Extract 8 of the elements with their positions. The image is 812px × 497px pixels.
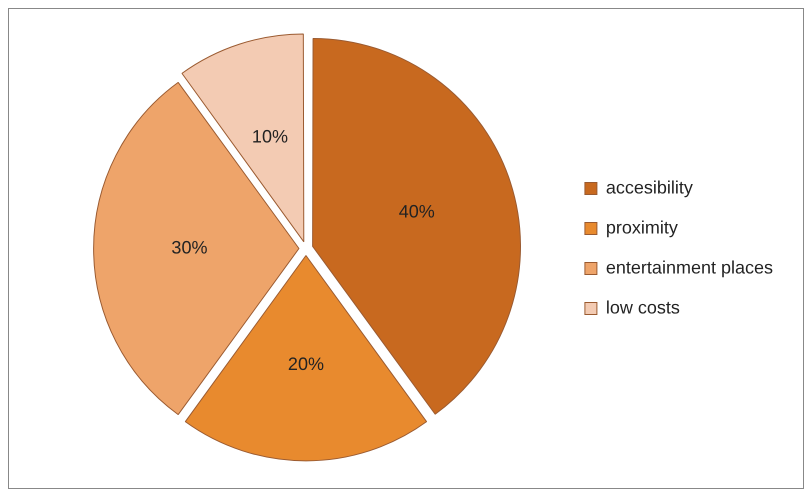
legend-label: low costs [606,297,680,318]
legend-label: proximity [606,217,678,238]
data-label: 10% [252,126,288,147]
legend-label: accesibility [606,177,693,198]
data-label: 20% [288,354,324,374]
data-label: 40% [398,201,435,222]
data-label: 30% [171,237,208,258]
legend-label: entertainment places [606,257,774,278]
